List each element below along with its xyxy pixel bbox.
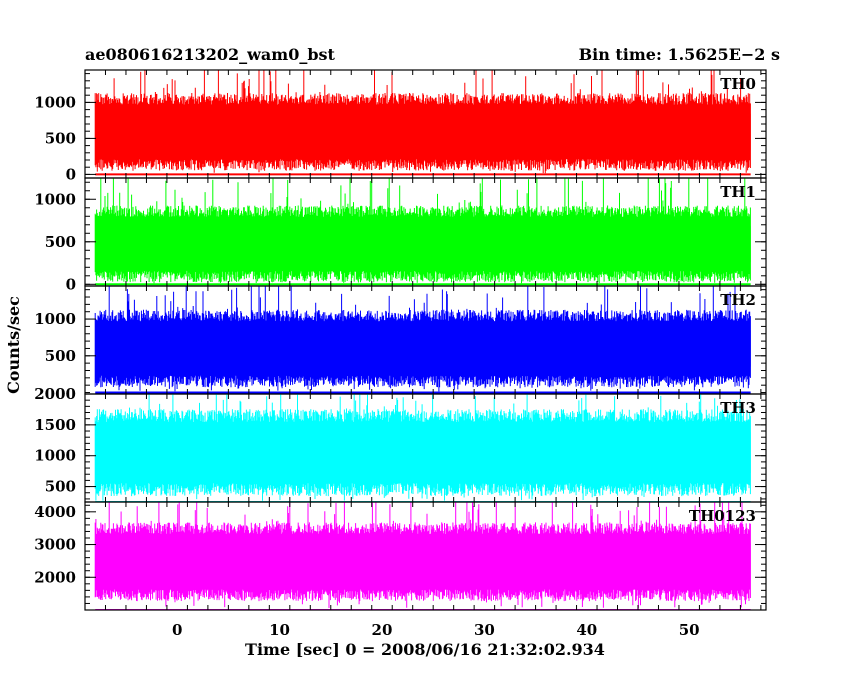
series-th0 <box>94 70 751 176</box>
series-line <box>94 502 751 609</box>
x-tick-label: 50 <box>679 621 700 639</box>
chart-title: ae080616213202_wam0_bst <box>85 45 336 64</box>
band-label: TH3 <box>720 399 756 417</box>
y-tick-label: 2000 <box>34 568 76 586</box>
series-th0123 <box>94 502 751 610</box>
x-tick-label: 20 <box>372 621 393 639</box>
band-label: TH2 <box>720 291 756 309</box>
panel-th3: 500 1000 1500 2000 TH3 <box>34 385 767 503</box>
y-tick-label: 0 <box>66 165 76 183</box>
y-axis-label: Counts/sec <box>4 296 23 394</box>
y-tick-label: 500 <box>45 129 76 147</box>
panel-th1: 0 500 1000 TH1 <box>34 177 767 293</box>
y-tick-label: 1000 <box>34 93 76 111</box>
panel-frame <box>84 501 767 611</box>
y-tick-label: 1000 <box>34 310 76 328</box>
y-tick-label: 1000 <box>34 190 76 208</box>
x-tick-label: 10 <box>269 621 290 639</box>
series-th3 <box>94 394 751 502</box>
band-label: TH0 <box>720 75 756 93</box>
series-line <box>94 178 751 284</box>
bin-time-label: Bin time: 1.5625E−2 s <box>579 45 780 64</box>
panels-group: 0 500 1000 TH0 0 500 1000 TH1 500 1000 TH2 500 1000 1… <box>34 69 767 611</box>
y-tick-label: 4000 <box>34 503 76 521</box>
band-label: TH1 <box>720 183 756 201</box>
panel-th2: 500 1000 TH2 <box>34 285 767 395</box>
y-tick-label: 3000 <box>34 536 76 554</box>
y-tick-label: 1000 <box>34 447 76 465</box>
series-th1 <box>94 178 751 286</box>
x-tick-label: 0 <box>172 621 182 639</box>
y-tick-label: 500 <box>45 478 76 496</box>
x-axis: 0 10 20 30 40 50 <box>172 621 700 639</box>
y-tick-label: 1500 <box>34 416 76 434</box>
series-line <box>94 286 751 392</box>
panel-th0123: 2000 3000 4000 TH0123 <box>34 501 767 611</box>
y-tick-label: 0 <box>66 275 76 293</box>
series-line <box>94 70 751 174</box>
series-th2 <box>94 286 751 394</box>
panel-th0: 0 500 1000 TH0 <box>34 69 767 183</box>
y-tick-label: 500 <box>45 233 76 251</box>
series-line <box>94 394 751 501</box>
band-label: TH0123 <box>689 507 756 525</box>
x-tick-label: 30 <box>474 621 495 639</box>
y-tick-label: 2000 <box>34 385 76 403</box>
x-axis-label: Time [sec] 0 = 2008/06/16 21:32:02.934 <box>245 640 605 659</box>
y-tick-label: 500 <box>45 347 76 365</box>
x-tick-label: 40 <box>576 621 597 639</box>
